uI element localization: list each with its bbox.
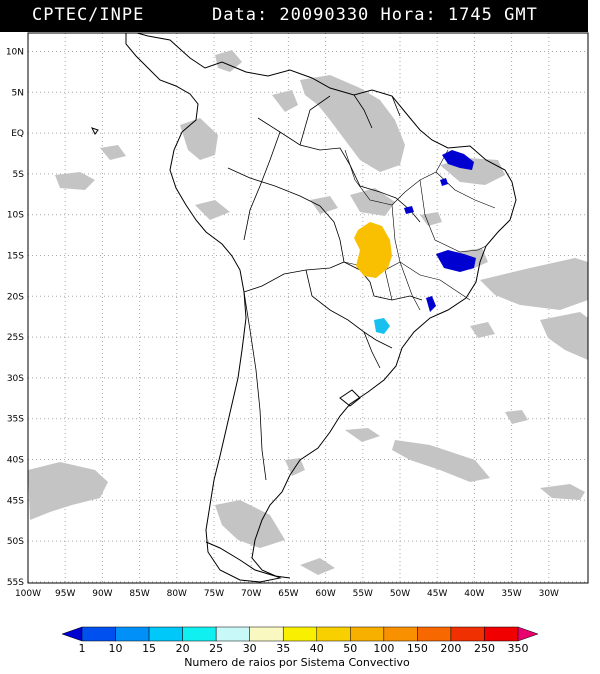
lat-label: 40S bbox=[7, 456, 24, 466]
colorbar-segment bbox=[148, 626, 183, 642]
colorbar-segment bbox=[383, 626, 418, 642]
lat-label: 50S bbox=[7, 537, 24, 547]
lon-label: 80W bbox=[167, 589, 187, 599]
convective-systems bbox=[354, 150, 476, 334]
convective-system-ne bbox=[440, 178, 448, 186]
longitude-labels: 100W 95W 90W 85W 80W 75W 70W 65W 60W 55W 50W 45W 40W… bbox=[15, 589, 559, 599]
colorbar-title: Numero de raios por Sistema Convectivo bbox=[184, 656, 410, 669]
colorbar-segment bbox=[417, 626, 452, 642]
colorbar: 1 10 15 20 25 30 35 40 50 100 150 200 250 350 Numero … bbox=[61, 626, 539, 669]
colorbar-tick-label: 20 bbox=[176, 642, 190, 655]
lon-label: 85W bbox=[129, 589, 149, 599]
lat-label: EQ bbox=[11, 129, 24, 139]
lon-label: 95W bbox=[55, 589, 75, 599]
convective-system-minas bbox=[426, 296, 436, 312]
colorbar-tick-label: 15 bbox=[142, 642, 156, 655]
colorbar-segment bbox=[215, 626, 250, 642]
lon-label: 30W bbox=[539, 589, 559, 599]
colorbar-segment bbox=[115, 626, 150, 642]
colorbar-tick-label: 100 bbox=[373, 642, 394, 655]
lat-label: 5S bbox=[13, 170, 25, 180]
lat-label: 45S bbox=[7, 496, 24, 506]
colorbar-tick-label: 10 bbox=[109, 642, 123, 655]
lon-label: 90W bbox=[92, 589, 112, 599]
lat-label: 5N bbox=[12, 88, 24, 98]
colorbar-segment bbox=[282, 626, 318, 642]
lon-label: 55W bbox=[353, 589, 373, 599]
lat-label: 10S bbox=[7, 211, 24, 221]
colorbar-segment bbox=[182, 626, 217, 642]
convective-system-para-maranhao bbox=[442, 150, 474, 170]
lon-label: 65W bbox=[278, 589, 298, 599]
lat-label: 10N bbox=[6, 48, 24, 58]
colorbar-tick-label: 1 bbox=[79, 642, 86, 655]
cloud-cover bbox=[28, 50, 588, 575]
colorbar-tick-label: 40 bbox=[310, 642, 324, 655]
colorbar-tick-label: 50 bbox=[343, 642, 357, 655]
colorbar-segment bbox=[61, 626, 83, 642]
latitude-labels: 10N 5N EQ 5S 10S 15S 20S 25S 30S 35S 40S 45S 50S 55S bbox=[6, 48, 24, 588]
source-label: CPTEC/INPE bbox=[32, 5, 145, 25]
lat-lon-grid bbox=[28, 33, 588, 583]
datetime-label: Data: 20090330 Hora: 1745 GMT bbox=[212, 5, 538, 25]
lat-label: 15S bbox=[7, 252, 24, 262]
colorbar-segment bbox=[517, 626, 539, 642]
convective-system-bahia bbox=[436, 250, 476, 272]
colorbar-tick-label: 150 bbox=[407, 642, 428, 655]
lon-label: 60W bbox=[315, 589, 335, 599]
lat-label: 55S bbox=[7, 578, 24, 588]
colorbar-tick-label: 25 bbox=[209, 642, 223, 655]
map-header: CPTEC/INPE Data: 20090330 Hora: 1745 GMT bbox=[0, 0, 588, 32]
map-figure: 10N 5N EQ 5S 10S 15S 20S 25S 30S 35S 40S 45S 50S 55S … bbox=[0, 32, 600, 670]
lat-label: 30S bbox=[7, 374, 24, 384]
convective-system-mato-grosso bbox=[354, 222, 392, 278]
lat-label: 25S bbox=[7, 333, 24, 343]
colorbar-segment bbox=[350, 626, 385, 642]
map-frame bbox=[27, 32, 589, 584]
colorbar-tick-label: 30 bbox=[243, 642, 257, 655]
colorbar-tick-label: 35 bbox=[276, 642, 290, 655]
convective-system-goias bbox=[404, 206, 414, 214]
colorbar-segment bbox=[81, 626, 116, 642]
lon-label: 35W bbox=[501, 589, 521, 599]
colorbar-tick-label: 350 bbox=[508, 642, 529, 655]
colorbar-tick-label: 200 bbox=[440, 642, 461, 655]
convective-system-parana bbox=[374, 318, 390, 334]
lat-label: 20S bbox=[7, 292, 24, 302]
coastline bbox=[91, 33, 517, 583]
colorbar-segment bbox=[484, 626, 519, 642]
lon-label: 50W bbox=[390, 589, 410, 599]
colorbar-segment bbox=[249, 626, 284, 642]
lon-label: 75W bbox=[204, 589, 224, 599]
lon-label: 70W bbox=[241, 589, 261, 599]
colorbar-segment bbox=[450, 626, 485, 642]
lon-label: 45W bbox=[427, 589, 447, 599]
colorbar-tick-label: 250 bbox=[474, 642, 495, 655]
colorbar-segment bbox=[316, 626, 351, 642]
lat-label: 35S bbox=[7, 415, 24, 425]
lon-label: 100W bbox=[15, 589, 41, 599]
lon-label: 40W bbox=[464, 589, 484, 599]
